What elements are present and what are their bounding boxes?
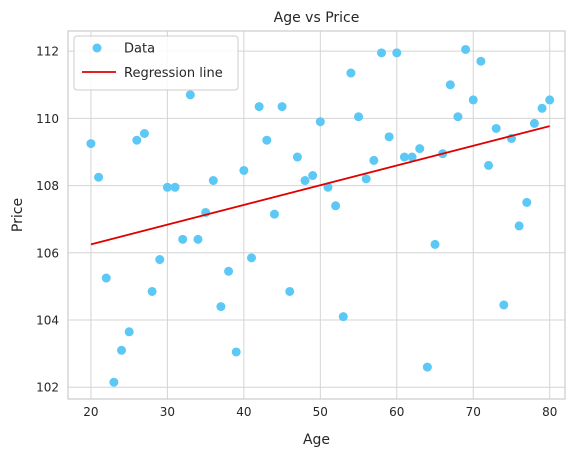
data-point	[147, 286, 157, 296]
data-point	[407, 152, 417, 162]
data-point	[117, 345, 127, 355]
data-point	[300, 176, 310, 186]
data-point	[239, 165, 249, 175]
data-point	[216, 302, 226, 312]
data-point	[231, 347, 241, 357]
chart-title: Age vs Price	[274, 10, 360, 26]
data-point	[170, 182, 180, 192]
data-point	[346, 68, 356, 78]
data-point	[139, 129, 149, 139]
data-point	[453, 112, 463, 122]
data-point	[269, 209, 279, 219]
data-point	[422, 362, 432, 372]
data-point	[247, 253, 257, 263]
legend-label-data: Data	[124, 42, 155, 57]
x-tick-label: 60	[389, 405, 404, 419]
data-point	[369, 155, 379, 165]
data-point	[224, 266, 234, 276]
data-point	[124, 327, 134, 337]
y-tick-label: 102	[36, 381, 59, 395]
data-point	[468, 95, 478, 105]
data-point	[109, 377, 119, 387]
data-point	[354, 112, 364, 122]
data-point	[323, 182, 333, 192]
legend-marker-data	[92, 43, 102, 53]
x-tick-label: 80	[542, 405, 557, 419]
data-point	[537, 103, 547, 113]
data-point	[308, 171, 318, 181]
y-tick-label: 106	[36, 246, 59, 260]
data-point	[476, 56, 486, 66]
x-axis-title: Age	[303, 432, 330, 448]
data-point	[193, 234, 203, 244]
data-point	[399, 152, 409, 162]
data-point	[499, 300, 509, 310]
data-point	[529, 118, 539, 128]
data-point	[254, 102, 264, 112]
data-point	[94, 172, 104, 182]
y-tick-label: 108	[36, 179, 59, 193]
y-axis-title: Price	[10, 198, 26, 232]
data-point	[376, 48, 386, 58]
data-point	[262, 135, 272, 145]
data-point	[132, 135, 142, 145]
data-layer	[86, 44, 555, 387]
data-point	[208, 176, 218, 186]
y-tick-label: 104	[36, 314, 59, 328]
legend-label-regression: Regression line	[124, 66, 223, 81]
data-point	[185, 90, 195, 100]
data-point	[292, 152, 302, 162]
data-point	[484, 160, 494, 170]
data-point	[415, 144, 425, 154]
data-point	[162, 182, 172, 192]
data-point	[155, 255, 165, 265]
data-point	[522, 197, 532, 207]
data-point	[514, 221, 524, 231]
plot-background	[68, 31, 565, 399]
data-point	[384, 132, 394, 142]
x-tick-label: 70	[466, 405, 481, 419]
data-point	[101, 273, 111, 283]
regression-line	[90, 125, 550, 246]
y-tick-label: 110	[36, 112, 59, 126]
x-tick-label: 40	[236, 405, 251, 419]
data-point	[445, 80, 455, 90]
tick-labels: 20 30 40 50 60 70 80 102 104 106 108 110 112	[36, 45, 557, 419]
data-point	[86, 139, 96, 149]
legend: Data Regression line	[73, 35, 239, 91]
legend-box	[73, 35, 239, 91]
data-point	[338, 312, 348, 322]
data-point	[361, 174, 371, 184]
data-point	[285, 286, 295, 296]
data-point	[315, 117, 325, 127]
x-tick-label: 30	[160, 405, 175, 419]
x-tick-label: 50	[313, 405, 328, 419]
data-point	[331, 201, 341, 211]
data-point	[430, 239, 440, 249]
data-point	[277, 102, 287, 112]
y-tick-label: 112	[36, 45, 59, 59]
plot-frame	[67, 30, 566, 400]
data-point	[392, 48, 402, 58]
data-point	[178, 234, 188, 244]
data-point	[461, 44, 471, 54]
data-point	[545, 95, 555, 105]
x-tick-label: 20	[83, 405, 98, 419]
data-point	[491, 123, 501, 133]
